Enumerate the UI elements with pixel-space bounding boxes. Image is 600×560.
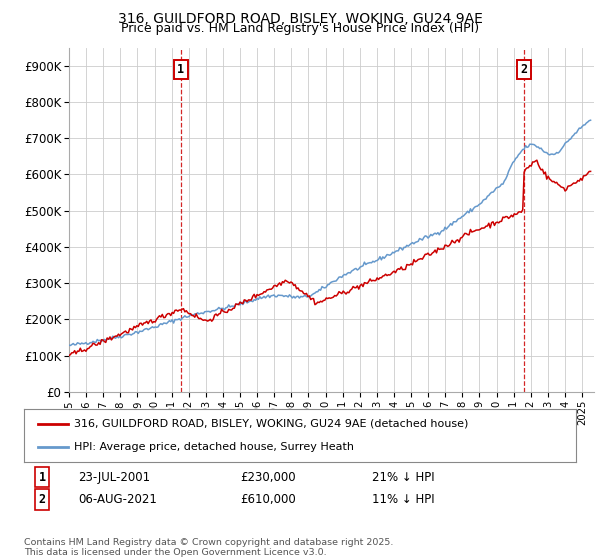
Text: Price paid vs. HM Land Registry's House Price Index (HPI): Price paid vs. HM Land Registry's House … — [121, 22, 479, 35]
Text: 316, GUILDFORD ROAD, BISLEY, WOKING, GU24 9AE (detached house): 316, GUILDFORD ROAD, BISLEY, WOKING, GU2… — [74, 419, 468, 429]
Text: 316, GUILDFORD ROAD, BISLEY, WOKING, GU24 9AE: 316, GUILDFORD ROAD, BISLEY, WOKING, GU2… — [118, 12, 482, 26]
Text: 2: 2 — [521, 63, 528, 76]
Text: £230,000: £230,000 — [240, 470, 296, 484]
Text: 23-JUL-2001: 23-JUL-2001 — [78, 470, 150, 484]
Text: 21% ↓ HPI: 21% ↓ HPI — [372, 470, 434, 484]
Text: 1: 1 — [177, 63, 184, 76]
Text: HPI: Average price, detached house, Surrey Heath: HPI: Average price, detached house, Surr… — [74, 442, 353, 452]
Text: 1: 1 — [38, 470, 46, 484]
Text: 11% ↓ HPI: 11% ↓ HPI — [372, 493, 434, 506]
Text: 2: 2 — [38, 493, 46, 506]
Text: 06-AUG-2021: 06-AUG-2021 — [78, 493, 157, 506]
Text: £610,000: £610,000 — [240, 493, 296, 506]
Text: Contains HM Land Registry data © Crown copyright and database right 2025.
This d: Contains HM Land Registry data © Crown c… — [24, 538, 394, 557]
